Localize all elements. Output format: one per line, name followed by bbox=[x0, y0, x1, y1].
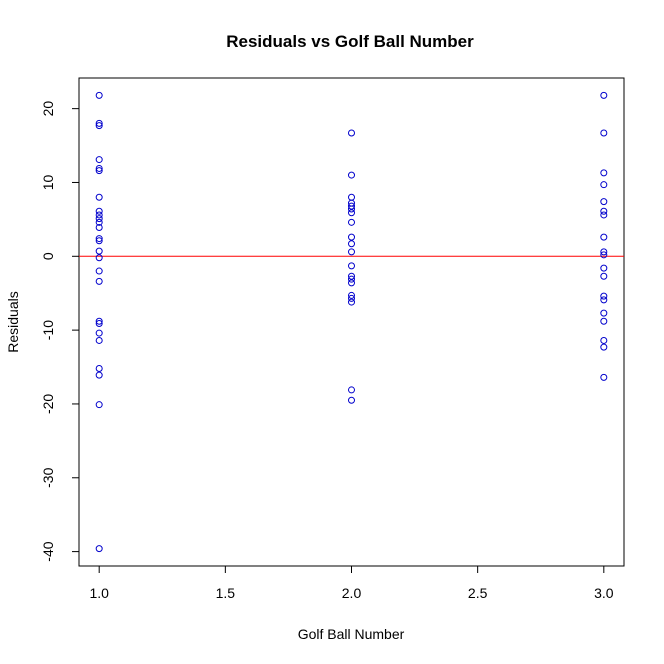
x-axis-label: Golf Ball Number bbox=[298, 626, 405, 642]
point bbox=[600, 292, 608, 300]
point bbox=[348, 202, 355, 210]
point bbox=[600, 309, 608, 317]
point bbox=[600, 272, 608, 280]
point bbox=[95, 267, 103, 275]
point bbox=[600, 181, 608, 189]
y-tick-label: -10 bbox=[40, 320, 56, 340]
point bbox=[95, 277, 103, 285]
point bbox=[95, 329, 103, 337]
point bbox=[600, 129, 608, 137]
point bbox=[95, 319, 103, 327]
point bbox=[600, 207, 608, 215]
y-tick-label: 0 bbox=[40, 252, 56, 260]
point bbox=[95, 167, 103, 175]
point bbox=[95, 193, 103, 201]
point bbox=[600, 336, 608, 344]
y-tick-label: -40 bbox=[40, 541, 56, 561]
point bbox=[95, 122, 103, 130]
point bbox=[600, 264, 608, 272]
point bbox=[600, 317, 608, 325]
point bbox=[348, 248, 355, 256]
point bbox=[600, 248, 608, 256]
point bbox=[348, 298, 355, 306]
point bbox=[95, 91, 103, 99]
point bbox=[348, 209, 355, 217]
point bbox=[600, 169, 608, 177]
point bbox=[600, 373, 608, 381]
point bbox=[95, 247, 103, 255]
point bbox=[348, 396, 355, 404]
y-tick-label: 10 bbox=[40, 174, 56, 190]
point bbox=[348, 279, 355, 287]
point bbox=[348, 233, 355, 241]
point bbox=[348, 272, 355, 280]
point bbox=[95, 237, 103, 245]
point bbox=[348, 205, 355, 213]
point bbox=[348, 218, 355, 226]
point bbox=[600, 251, 608, 259]
point bbox=[95, 545, 103, 553]
point bbox=[95, 224, 103, 232]
point bbox=[600, 233, 608, 241]
point bbox=[600, 91, 608, 99]
point bbox=[95, 164, 103, 172]
point bbox=[348, 171, 355, 179]
point bbox=[348, 275, 355, 283]
point bbox=[95, 336, 103, 344]
y-tick-label: -20 bbox=[40, 394, 56, 414]
y-axis-label: Residuals bbox=[5, 291, 21, 352]
point bbox=[95, 401, 103, 409]
point bbox=[95, 254, 103, 262]
point bbox=[348, 262, 355, 270]
point bbox=[95, 235, 103, 243]
point bbox=[95, 218, 103, 226]
point bbox=[600, 296, 608, 304]
point bbox=[95, 215, 103, 223]
point bbox=[95, 365, 103, 373]
point bbox=[95, 211, 103, 219]
point bbox=[348, 129, 355, 137]
point bbox=[600, 198, 608, 206]
point bbox=[95, 156, 103, 164]
point bbox=[348, 240, 355, 248]
point bbox=[348, 291, 355, 299]
x-tick-label: 2.5 bbox=[468, 585, 488, 601]
point bbox=[95, 371, 103, 379]
point bbox=[95, 317, 103, 325]
point bbox=[600, 211, 608, 219]
point bbox=[348, 386, 355, 394]
point bbox=[600, 343, 608, 351]
x-tick-label: 3.0 bbox=[594, 585, 614, 601]
point bbox=[95, 119, 103, 127]
y-tick-label: 20 bbox=[40, 101, 56, 117]
x-tick-label: 1.0 bbox=[89, 585, 109, 601]
x-tick-label: 1.5 bbox=[216, 585, 236, 601]
x-tick-label: 2.0 bbox=[342, 585, 362, 601]
point bbox=[348, 294, 355, 302]
point bbox=[95, 207, 103, 215]
y-tick-label: -30 bbox=[40, 467, 56, 487]
chart-title: Residuals vs Golf Ball Number bbox=[226, 32, 474, 51]
